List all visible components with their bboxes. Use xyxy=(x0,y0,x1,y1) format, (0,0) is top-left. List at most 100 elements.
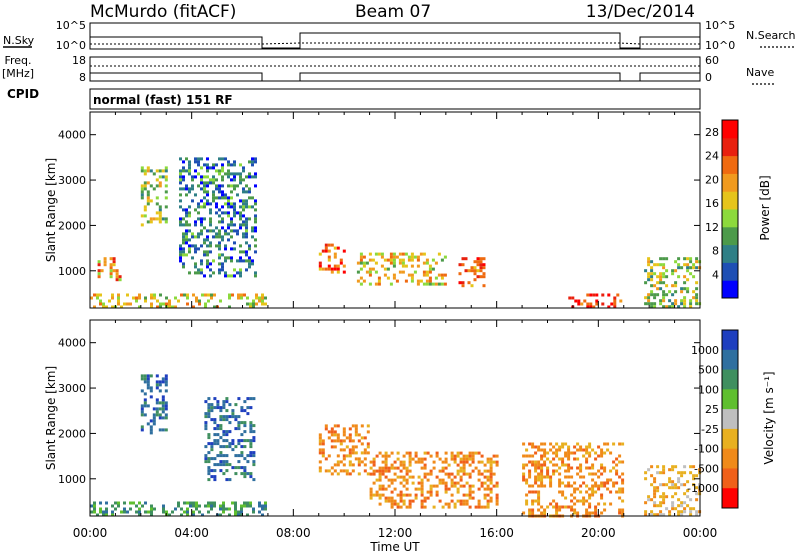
echo-cell xyxy=(540,454,544,458)
echo-cell xyxy=(555,469,559,473)
echo-cell xyxy=(405,466,409,470)
echo-cell xyxy=(111,504,114,508)
echo-cell xyxy=(183,510,186,514)
echo-cell xyxy=(471,460,475,464)
echo-cell xyxy=(408,454,412,458)
echo-cell xyxy=(237,442,241,446)
echo-cell xyxy=(601,293,605,297)
echo-cell xyxy=(158,175,162,179)
echo-cell xyxy=(558,445,562,449)
echo-cell xyxy=(689,257,693,261)
echo-cell xyxy=(659,495,663,499)
echo-cell xyxy=(680,510,684,514)
echo-cell xyxy=(534,478,538,482)
echo-cell xyxy=(360,424,364,428)
echo-cell xyxy=(420,499,424,503)
velocity-colorbar-label: Velocity [m s⁻¹] xyxy=(762,371,776,464)
echo-cell xyxy=(206,265,209,269)
echo-cell xyxy=(381,487,385,491)
echo-cell xyxy=(230,247,233,251)
echo-cell xyxy=(230,220,233,224)
echo-cell xyxy=(531,502,535,506)
echo-cell xyxy=(650,474,654,478)
echo-cell xyxy=(158,181,162,185)
echo-cell xyxy=(197,160,200,164)
echo-cell xyxy=(543,448,547,452)
echo-cell xyxy=(233,172,236,176)
echo-cell xyxy=(140,193,144,197)
echo-cell xyxy=(579,490,583,494)
echo-cell xyxy=(185,241,188,245)
echo-cell xyxy=(359,267,363,271)
echo-cell xyxy=(456,472,460,476)
echo-cell xyxy=(426,472,430,476)
echo-cell xyxy=(384,460,388,464)
echo-cell xyxy=(336,463,340,467)
echo-cell xyxy=(236,172,239,176)
echo-cell xyxy=(389,282,393,286)
nsearch-label: N.Search xyxy=(746,29,796,42)
echo-cell xyxy=(164,380,168,384)
echo-cell xyxy=(143,380,147,384)
echo-cell xyxy=(249,501,252,505)
echo-cell xyxy=(369,490,373,494)
echo-cell xyxy=(570,508,574,512)
echo-cell xyxy=(218,187,221,191)
echo-cell xyxy=(254,172,257,176)
echo-cell xyxy=(438,481,442,485)
echo-cell xyxy=(186,501,189,505)
echo-cell xyxy=(573,487,577,491)
echo-cell xyxy=(342,457,346,461)
echo-cell xyxy=(209,220,212,224)
echo-cell xyxy=(591,472,595,476)
echo-cell xyxy=(558,508,562,512)
echo-cell xyxy=(531,442,535,446)
echo-cell xyxy=(103,260,107,264)
echo-cell xyxy=(224,259,227,263)
echo-cell xyxy=(192,504,195,508)
echo-cell xyxy=(201,513,204,517)
echo-cell xyxy=(447,505,451,509)
echo-cell xyxy=(218,184,221,188)
echo-cell xyxy=(327,436,331,440)
echo-cell xyxy=(227,169,230,173)
echo-cell xyxy=(252,454,256,458)
echo-cell xyxy=(345,445,349,449)
echo-cell xyxy=(242,223,245,227)
echo-cell xyxy=(210,457,214,461)
echo-cell xyxy=(408,460,412,464)
echo-cell xyxy=(573,496,577,500)
echo-cell xyxy=(209,217,212,221)
echo-cell xyxy=(647,278,651,282)
colorbar-segment xyxy=(722,262,738,281)
echo-cell xyxy=(366,430,370,434)
echo-cell xyxy=(155,401,159,405)
echo-cell xyxy=(558,457,562,461)
echo-cell xyxy=(570,475,574,479)
echo-cell xyxy=(218,253,221,257)
echo-cell xyxy=(342,427,346,431)
colorbar-segment xyxy=(722,330,738,351)
echo-cell xyxy=(591,466,595,470)
echo-cell xyxy=(441,469,445,473)
echo-cell xyxy=(591,511,595,515)
echo-cell xyxy=(459,466,463,470)
echo-cell xyxy=(213,397,217,401)
echo-cell xyxy=(248,187,251,191)
echo-cell xyxy=(233,163,236,167)
echo-cell xyxy=(543,451,547,455)
echo-cell xyxy=(438,457,442,461)
echo-cell xyxy=(230,229,233,233)
echo-cell xyxy=(432,460,436,464)
colorbar-segment xyxy=(722,209,738,228)
echo-cell xyxy=(426,478,430,482)
echo-cell xyxy=(207,409,211,413)
echo-cell xyxy=(357,463,361,467)
echo-cell xyxy=(440,273,444,277)
echo-cell xyxy=(414,496,418,500)
echo-cell xyxy=(653,489,657,493)
echo-cell xyxy=(254,184,257,188)
echo-cell xyxy=(155,380,159,384)
echo-cell xyxy=(489,466,493,470)
echo-cell xyxy=(380,255,384,259)
